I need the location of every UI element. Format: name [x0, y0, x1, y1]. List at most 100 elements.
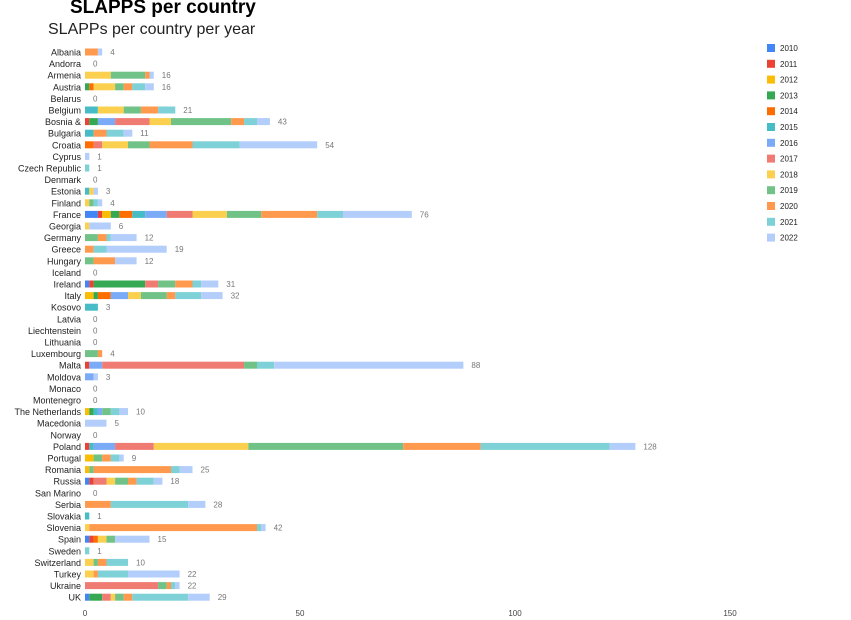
bar-segment-2021	[175, 292, 202, 300]
data-label: 1	[97, 152, 102, 161]
bar-segment-2015	[93, 408, 98, 416]
bar-segment-2018	[85, 558, 94, 566]
bar-segment-2017	[115, 442, 154, 450]
bar-segment-2021	[257, 361, 275, 369]
bar-segment-2016	[89, 361, 103, 369]
legend-label: 2020	[780, 202, 798, 211]
bar-segment-2022	[110, 234, 137, 242]
bar-segment-2012	[85, 408, 90, 416]
bar-segment-2015	[132, 210, 146, 218]
bar-segment-2015	[85, 129, 94, 137]
category-label: Slovakia	[47, 512, 81, 522]
bar-segment-2020	[403, 442, 481, 450]
data-label: 3	[106, 373, 111, 382]
data-label: 1	[97, 547, 102, 556]
bar-segment-2013	[85, 83, 90, 91]
data-label: 16	[162, 71, 171, 80]
bar-segment-2015	[85, 187, 90, 195]
data-label: 76	[420, 210, 429, 219]
bar-segment-2020	[93, 466, 171, 474]
category-label: Germany	[44, 233, 82, 243]
bar-segment-2020	[175, 280, 193, 288]
bar-segment-2014	[119, 210, 133, 218]
bar-segment-2020	[97, 558, 107, 566]
data-label: 42	[274, 524, 283, 533]
bar-segment-2011	[85, 442, 90, 450]
bar-segment-2019	[140, 292, 167, 300]
legend-label: 2017	[780, 155, 798, 164]
bar-segment-2016	[110, 292, 128, 300]
bar-segment-2020	[128, 477, 137, 485]
bar-segment-2019	[115, 83, 124, 91]
bar-segment-2014	[85, 141, 94, 149]
bar-segment-2022	[97, 199, 103, 207]
bar-segment-2013	[110, 210, 120, 218]
bar-segment-2022	[89, 222, 111, 230]
category-label: Croatia	[52, 140, 81, 150]
bar-segment-2011	[97, 210, 103, 218]
legend-label: 2018	[780, 170, 798, 179]
legend-label: 2022	[780, 234, 798, 243]
data-label: 28	[213, 500, 222, 509]
bar-segment-2020	[85, 245, 94, 253]
bar-segment-2019	[244, 361, 257, 369]
category-label: Ukraine	[50, 581, 81, 591]
category-label: Iceland	[52, 268, 81, 278]
data-label: 19	[175, 245, 184, 254]
bar-segment-2021	[136, 477, 154, 485]
bar-segment-2016	[93, 442, 116, 450]
x-tick-label: 0	[83, 609, 88, 618]
category-label: The Netherlands	[14, 407, 81, 417]
legend-label: 2011	[780, 60, 798, 69]
bar-segment-2019	[158, 582, 167, 590]
bar-segment-2019	[102, 408, 111, 416]
category-label: Russia	[53, 477, 81, 487]
category-label: Denmark	[44, 175, 81, 185]
data-label: 29	[218, 593, 227, 602]
page-title: SLAPPS per country	[70, 0, 256, 18]
category-label: Norway	[50, 430, 81, 440]
data-label: 5	[115, 419, 120, 428]
data-label: 0	[93, 489, 98, 498]
bar-segment-2019	[106, 535, 116, 543]
category-label: Ireland	[53, 280, 81, 290]
legend-label: 2015	[780, 123, 798, 132]
bar-segment-2015	[85, 106, 98, 114]
bar-segment-2020	[89, 524, 257, 532]
bar-segment-2017	[102, 593, 111, 601]
bar-segment-2021	[97, 570, 128, 578]
bar-segment-2018	[97, 535, 107, 543]
bar-segment-2019	[93, 558, 98, 566]
data-label: 0	[93, 431, 98, 440]
data-label: 88	[471, 361, 480, 370]
data-label: 9	[132, 454, 137, 463]
category-label: Albania	[51, 48, 81, 58]
bar-segment-2018	[93, 83, 116, 91]
bar-segment-2022	[93, 187, 98, 195]
bar-segment-2019	[123, 106, 141, 114]
bar-segment-2017	[166, 210, 193, 218]
category-label: Czech Republic	[18, 164, 82, 174]
bar-segment-2020	[93, 570, 98, 578]
bar-segment-2020	[93, 129, 107, 137]
bar-segment-2019	[171, 118, 232, 126]
legend-swatch-2019	[767, 186, 775, 195]
bar-segment-2022	[145, 83, 154, 91]
bar-segment-2016	[85, 373, 94, 381]
bar-segment-2015	[89, 442, 94, 450]
category-label: Poland	[53, 442, 81, 452]
bar-segment-2019	[110, 71, 146, 79]
category-label: Liechtenstein	[28, 326, 81, 336]
bar-segment-2017	[145, 280, 159, 288]
bar-segment-2014	[89, 83, 94, 91]
bar-segment-2022	[201, 280, 219, 288]
bar-segment-2017	[102, 361, 245, 369]
bar-segment-2022	[188, 593, 210, 601]
bar-segment-2012	[85, 466, 90, 474]
data-label: 12	[145, 234, 154, 243]
bar-segment-2021	[244, 118, 257, 126]
category-label: Austria	[53, 82, 81, 92]
bar-segment-2021	[171, 466, 180, 474]
category-label: Montenegro	[33, 396, 81, 406]
bar-segment-2018	[89, 187, 94, 195]
